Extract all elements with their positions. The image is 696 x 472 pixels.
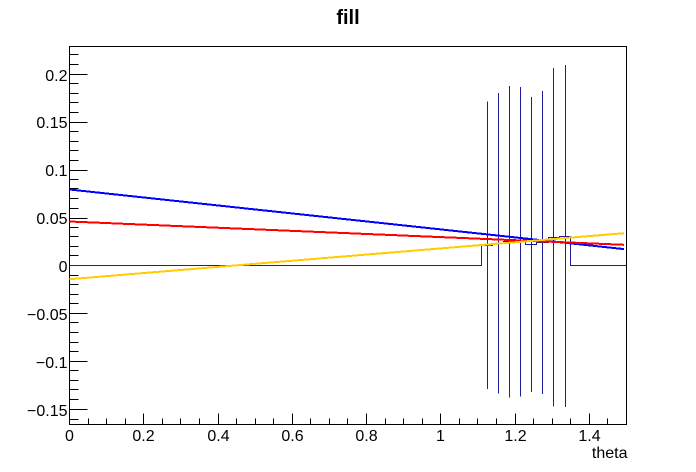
svg-text:−0.1: −0.1 [36,355,68,372]
svg-text:0.2: 0.2 [132,428,154,445]
svg-text:0.6: 0.6 [281,428,303,445]
svg-text:1.4: 1.4 [578,428,600,445]
svg-text:1: 1 [436,428,445,445]
svg-text:0.15: 0.15 [36,115,67,132]
svg-text:−0.05: −0.05 [27,307,68,324]
svg-text:1.2: 1.2 [504,428,526,445]
svg-text:0.05: 0.05 [36,211,67,228]
svg-text:0.8: 0.8 [355,428,377,445]
svg-text:0: 0 [59,259,68,276]
svg-text:0.1: 0.1 [45,163,67,180]
svg-text:−0.15: −0.15 [27,403,68,420]
svg-text:0.2: 0.2 [45,68,67,85]
svg-text:0.4: 0.4 [207,428,229,445]
svg-text:0: 0 [65,428,74,445]
svg-text:fill: fill [336,7,359,29]
svg-text:theta: theta [592,445,628,462]
